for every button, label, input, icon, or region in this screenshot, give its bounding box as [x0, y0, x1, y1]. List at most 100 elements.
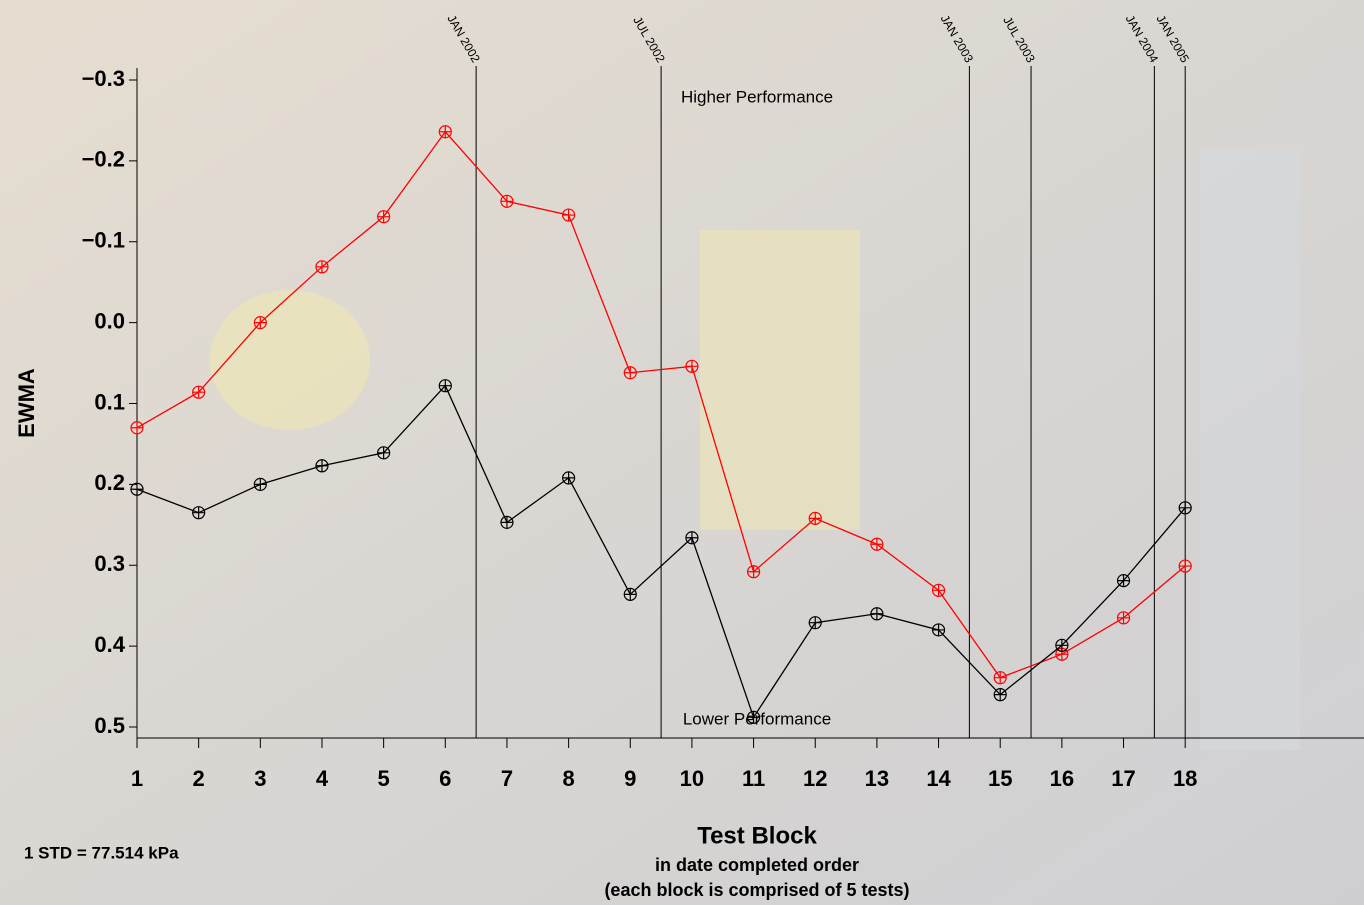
- point: [1178, 559, 1192, 573]
- x-axis-title: Test Block: [697, 822, 817, 849]
- x-tick-label: 6: [439, 766, 451, 791]
- x-tick-label: 11: [742, 766, 765, 791]
- point: [808, 616, 822, 630]
- x-tick-label: 13: [865, 766, 889, 791]
- series-line: [136, 384, 1186, 719]
- point: [746, 565, 761, 579]
- point-cross: [1117, 611, 1130, 624]
- y-tick-label: 0.0: [94, 308, 125, 333]
- point: [870, 607, 884, 621]
- x-tick-label: 17: [1111, 766, 1135, 791]
- y-tick-label: 0.5: [94, 713, 125, 738]
- point-cross: [685, 531, 698, 544]
- background-shape: [1200, 150, 1300, 750]
- point: [130, 421, 144, 435]
- y-tick-label: 0.4: [94, 632, 125, 657]
- point-cross: [1179, 560, 1192, 573]
- x-tick-label: 15: [988, 766, 1012, 791]
- y-tick-label: 0.2: [94, 470, 125, 495]
- point-cross: [562, 209, 575, 222]
- point: [1116, 611, 1131, 625]
- background-shape: [700, 230, 860, 530]
- point-cross: [870, 607, 883, 620]
- point: [377, 446, 391, 460]
- point: [562, 471, 576, 485]
- point-cross: [439, 125, 452, 138]
- point-cross: [562, 471, 575, 484]
- point: [993, 688, 1007, 702]
- point-cross: [439, 379, 452, 392]
- point-cross: [315, 260, 328, 273]
- point-cross: [747, 565, 760, 578]
- point-cross: [1117, 574, 1130, 587]
- point: [931, 583, 946, 597]
- y-tick-label: −0.1: [82, 228, 125, 253]
- point-cross: [315, 459, 328, 472]
- y-tick-label: 0.3: [94, 551, 125, 576]
- point: [870, 537, 884, 551]
- point: [993, 671, 1007, 685]
- point-cross: [500, 516, 513, 529]
- point: [192, 385, 206, 399]
- point: [438, 379, 452, 393]
- point-cross: [131, 421, 143, 434]
- point-cross: [870, 538, 883, 551]
- point-cross: [500, 195, 513, 208]
- x-tick-label: 10: [680, 766, 704, 791]
- background-shape: [210, 290, 370, 430]
- point: [315, 459, 329, 473]
- point: [623, 587, 637, 601]
- annotation-top: Higher Performance: [681, 87, 833, 106]
- point: [500, 515, 514, 529]
- x-axis-subtitle: in date completed order: [655, 855, 859, 875]
- y-tick-label: −0.2: [82, 147, 125, 172]
- series-line: [136, 130, 1186, 679]
- point-cross: [809, 512, 822, 525]
- y-axis-title: EWMA: [14, 368, 39, 438]
- x-tick-label: 4: [316, 766, 329, 791]
- point-cross: [624, 366, 637, 379]
- x-tick-label: 2: [193, 766, 205, 791]
- x-tick-label: 9: [624, 766, 636, 791]
- x-axis-subtitle: (each block is comprised of 5 tests): [604, 880, 909, 900]
- y-tick-label: −0.3: [82, 66, 125, 91]
- point: [377, 210, 391, 224]
- footnote: 1 STD = 77.514 kPa: [24, 843, 179, 862]
- x-tick-label: 12: [803, 766, 827, 791]
- x-tick-label: 16: [1050, 766, 1074, 791]
- point-cross: [254, 316, 267, 329]
- x-tick-label: 5: [378, 766, 390, 791]
- point: [746, 710, 761, 724]
- point-cross: [192, 506, 205, 519]
- point-cross: [809, 616, 822, 629]
- point-cross: [377, 210, 390, 223]
- point: [130, 482, 144, 496]
- point: [192, 506, 206, 520]
- point: [1178, 501, 1192, 515]
- point: [562, 208, 576, 222]
- point-cross: [932, 584, 945, 597]
- point-cross: [192, 386, 205, 399]
- point: [685, 531, 699, 545]
- point: [253, 477, 267, 491]
- point-cross: [131, 483, 143, 496]
- point: [623, 366, 637, 380]
- point: [808, 511, 822, 525]
- point-cross: [1179, 501, 1192, 514]
- x-tick-label: 7: [501, 766, 513, 791]
- point-cross: [624, 588, 637, 601]
- y-tick-label: 0.1: [94, 389, 125, 414]
- point: [931, 623, 946, 637]
- point-cross: [1055, 639, 1068, 652]
- point-cross: [685, 360, 698, 373]
- annotation-bottom: Lower Performance: [683, 709, 831, 728]
- x-tick-label: 14: [926, 766, 951, 791]
- point: [685, 359, 699, 373]
- point: [1116, 574, 1131, 588]
- point-cross: [932, 623, 945, 636]
- x-tick-label: 1: [131, 766, 143, 791]
- point-cross: [377, 446, 390, 459]
